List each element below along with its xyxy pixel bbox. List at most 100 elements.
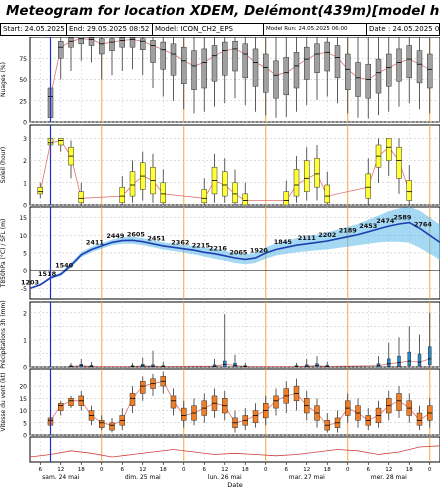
- sfl-label: 2215: [192, 242, 211, 250]
- x-tick-label: 12: [57, 467, 64, 473]
- info-end: End: 29.05.2025 08:52: [66, 23, 153, 36]
- y-tick-label: 0: [23, 365, 27, 372]
- y-tick-label: 0: [23, 120, 27, 127]
- y-tick-label: 0: [23, 433, 27, 440]
- x-tick-label: 18: [406, 467, 413, 473]
- y-tick-label: 10: [19, 233, 27, 240]
- box: [314, 43, 320, 73]
- panel-precip: 0 1 2 Précipitations 3h (mm): [0, 300, 440, 372]
- sfl-label: 2474: [376, 217, 395, 225]
- x-tick-label: 18: [242, 467, 249, 473]
- sfl-label: 2111: [298, 234, 317, 242]
- x-tick-label: 12: [139, 467, 146, 473]
- panel-frame: [29, 436, 440, 463]
- box: [416, 412, 423, 426]
- panel-misc: [29, 436, 440, 463]
- sfl-label: 1920: [250, 246, 269, 254]
- box: [386, 53, 392, 87]
- x-tick-label: 0: [182, 467, 186, 473]
- day-label: lun. 26 mai: [208, 474, 242, 481]
- box: [99, 420, 105, 428]
- sfl-label: 2764: [414, 221, 433, 229]
- sfl-label: 2189: [339, 227, 358, 235]
- box: [232, 182, 238, 204]
- box: [375, 58, 382, 94]
- y-axis-label: T850hPa (°C) / SFL (m): [0, 219, 7, 289]
- y-tick-label: 75: [19, 56, 27, 63]
- y-axis-label: Précipitations 3h (mm): [0, 300, 7, 368]
- box: [37, 186, 43, 195]
- x-tick-label: 6: [203, 467, 207, 473]
- sfl-label: 2449: [106, 232, 125, 240]
- x-tick-label: 12: [385, 467, 392, 473]
- info-model-run: Model Run: 24.05.2025 06:00: [263, 23, 367, 36]
- box: [314, 158, 320, 188]
- info-model: Model: ICON_CH2_EPS: [152, 23, 264, 36]
- box: [397, 355, 401, 367]
- x-tick-label: 6: [39, 467, 43, 473]
- box: [416, 50, 423, 84]
- box: [417, 353, 422, 367]
- box: [201, 189, 207, 204]
- y-tick-label: 50: [19, 77, 27, 84]
- box: [273, 395, 279, 409]
- sfl-label: 1845: [274, 238, 293, 246]
- y-tick-label: 5: [23, 420, 27, 427]
- y-tick-label: 2: [23, 158, 27, 165]
- box: [119, 186, 125, 204]
- sfl-label: 2362: [171, 238, 189, 246]
- day-label: mar. 27 mai: [289, 474, 325, 481]
- panel-wind: 0 5 10 15 20 Vitesse du vent (kt): [0, 368, 440, 440]
- box: [273, 60, 279, 99]
- y-axis-label: Soleil (hour): [0, 147, 7, 184]
- x-tick-label: 0: [100, 467, 104, 473]
- x-tick-label: 0: [428, 467, 432, 473]
- y-tick-label: 15: [19, 215, 27, 222]
- box: [293, 169, 300, 197]
- box: [68, 398, 74, 406]
- box: [99, 38, 105, 55]
- sfl-label: 2453: [359, 222, 377, 230]
- y-tick-label: 25: [19, 98, 27, 105]
- box: [263, 53, 269, 93]
- box: [387, 358, 391, 367]
- box: [88, 37, 95, 46]
- x-tick-label: 18: [160, 467, 167, 473]
- sfl-label: 2605: [127, 231, 146, 239]
- box: [58, 402, 64, 411]
- box: [293, 52, 300, 89]
- day-label: dim. 25 mai: [125, 474, 161, 481]
- sfl-label: 1518: [38, 270, 57, 278]
- box: [140, 380, 146, 394]
- box: [355, 62, 361, 97]
- x-tick-label: 18: [324, 467, 331, 473]
- box: [406, 45, 412, 79]
- x-tick-label: 6: [367, 467, 371, 473]
- box: [304, 46, 310, 80]
- sfl-label: 2065: [229, 248, 248, 256]
- box: [58, 138, 64, 146]
- box: [150, 40, 156, 63]
- y-tick-label: 10: [19, 408, 27, 415]
- box: [109, 422, 115, 431]
- y-axis-label: Nuages (%): [0, 62, 7, 97]
- x-tick-label: 12: [221, 467, 228, 473]
- box: [181, 407, 187, 421]
- sfl-label: 2589: [393, 214, 412, 222]
- x-axis: 6 12 18 0 6 12 18 0 6 12 18 0 6 12 18 0 6 12 18 0 sam. 24 ma…: [39, 462, 432, 489]
- box: [334, 45, 341, 79]
- box: [283, 57, 289, 96]
- y-tick-label: 1: [23, 337, 27, 344]
- box: [232, 41, 238, 72]
- sfl-label: 1540: [55, 261, 74, 269]
- box: [222, 171, 228, 197]
- box: [222, 41, 228, 76]
- x-tick-label: 0: [264, 467, 268, 473]
- panel-temperature: -5 0 5 10 15 T850hPa (°C) / SFL (m) 1203151815…: [0, 206, 440, 300]
- y-tick-label: 5: [23, 251, 27, 258]
- box: [242, 193, 248, 206]
- box: [324, 41, 330, 72]
- day-label: sam. 24 mai: [42, 474, 80, 481]
- info-start: Start: 24.05.2025 02:52: [0, 23, 67, 36]
